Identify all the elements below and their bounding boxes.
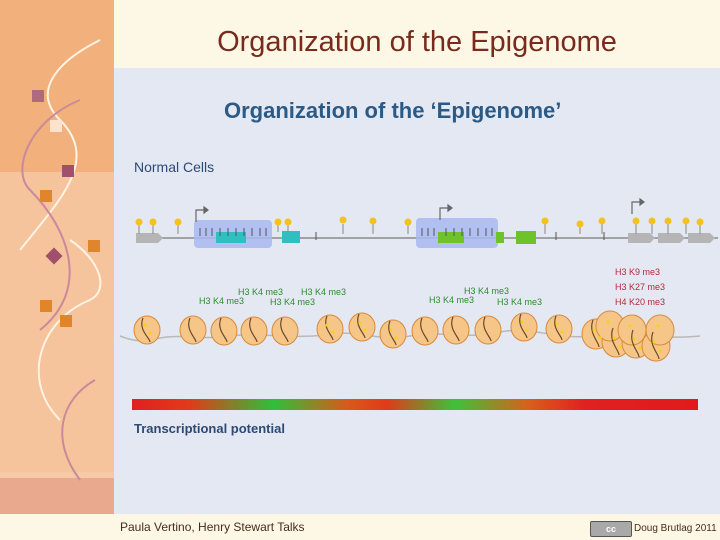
repressive-mark-label: H3 K9 me3 <box>615 267 660 277</box>
sidebar-square <box>40 190 52 202</box>
exon-block <box>216 232 246 243</box>
exon-block <box>282 231 300 243</box>
panel-title: Organization of the ‘Epigenome’ <box>224 98 562 123</box>
nucleosome-wrap <box>141 313 660 360</box>
sidebar-square <box>60 315 72 327</box>
histone-mark-label: H3 K4 me3 <box>497 297 542 307</box>
gene-arrow <box>136 233 163 243</box>
footer-credit: Paula Vertino, Henry Stewart Talks <box>120 520 305 534</box>
histone-mark-label: H3 K4 me3 <box>301 287 346 297</box>
cpg-ticks <box>199 228 605 240</box>
sidebar-square <box>62 165 74 177</box>
title-bar <box>114 0 720 68</box>
diagram-panel <box>114 68 720 514</box>
methylation-lollipops <box>135 216 704 234</box>
cc-license-badge: cc <box>590 521 632 537</box>
histone-mark-label: H3 K4 me3 <box>270 297 315 307</box>
sidebar-top-block <box>0 0 114 172</box>
gene-arrow <box>658 233 685 243</box>
transcriptional-potential-bar <box>132 399 698 410</box>
tss-flag <box>631 197 645 214</box>
exon-block <box>496 232 504 243</box>
tss-flag <box>195 205 209 222</box>
footer-author: Doug Brutlag 2011 <box>634 523 717 534</box>
tss-flag <box>439 203 453 220</box>
exon-block <box>438 232 464 243</box>
histone-mark-label: H3 K4 me3 <box>429 295 474 305</box>
repressive-mark-label: H4 K20 me3 <box>615 297 665 307</box>
histone-mark-label: H3 K4 me3 <box>238 287 283 297</box>
slide-title: Organization of the Epigenome <box>217 26 617 58</box>
histone-mark-label: H3 K4 me3 <box>199 296 244 306</box>
sidebar-square <box>40 300 52 312</box>
normal-cells-label: Normal Cells <box>134 159 215 175</box>
exon-block <box>516 231 536 244</box>
sidebar-square <box>32 90 44 102</box>
nucleosomes <box>133 310 675 362</box>
transcriptional-potential-label: Transcriptional potential <box>134 421 285 436</box>
sidebar-square <box>88 240 100 252</box>
gene-arrow <box>688 233 715 243</box>
decorative-sidebar <box>0 0 114 540</box>
sidebar-square <box>50 120 62 132</box>
gene-arrow <box>628 233 655 243</box>
histone-mark-label: H3 K4 me3 <box>464 286 509 296</box>
repressive-mark-label: H3 K27 me3 <box>615 282 665 292</box>
sidebar-dna-swirl <box>19 39 102 481</box>
nucleosome-marks <box>143 320 662 353</box>
